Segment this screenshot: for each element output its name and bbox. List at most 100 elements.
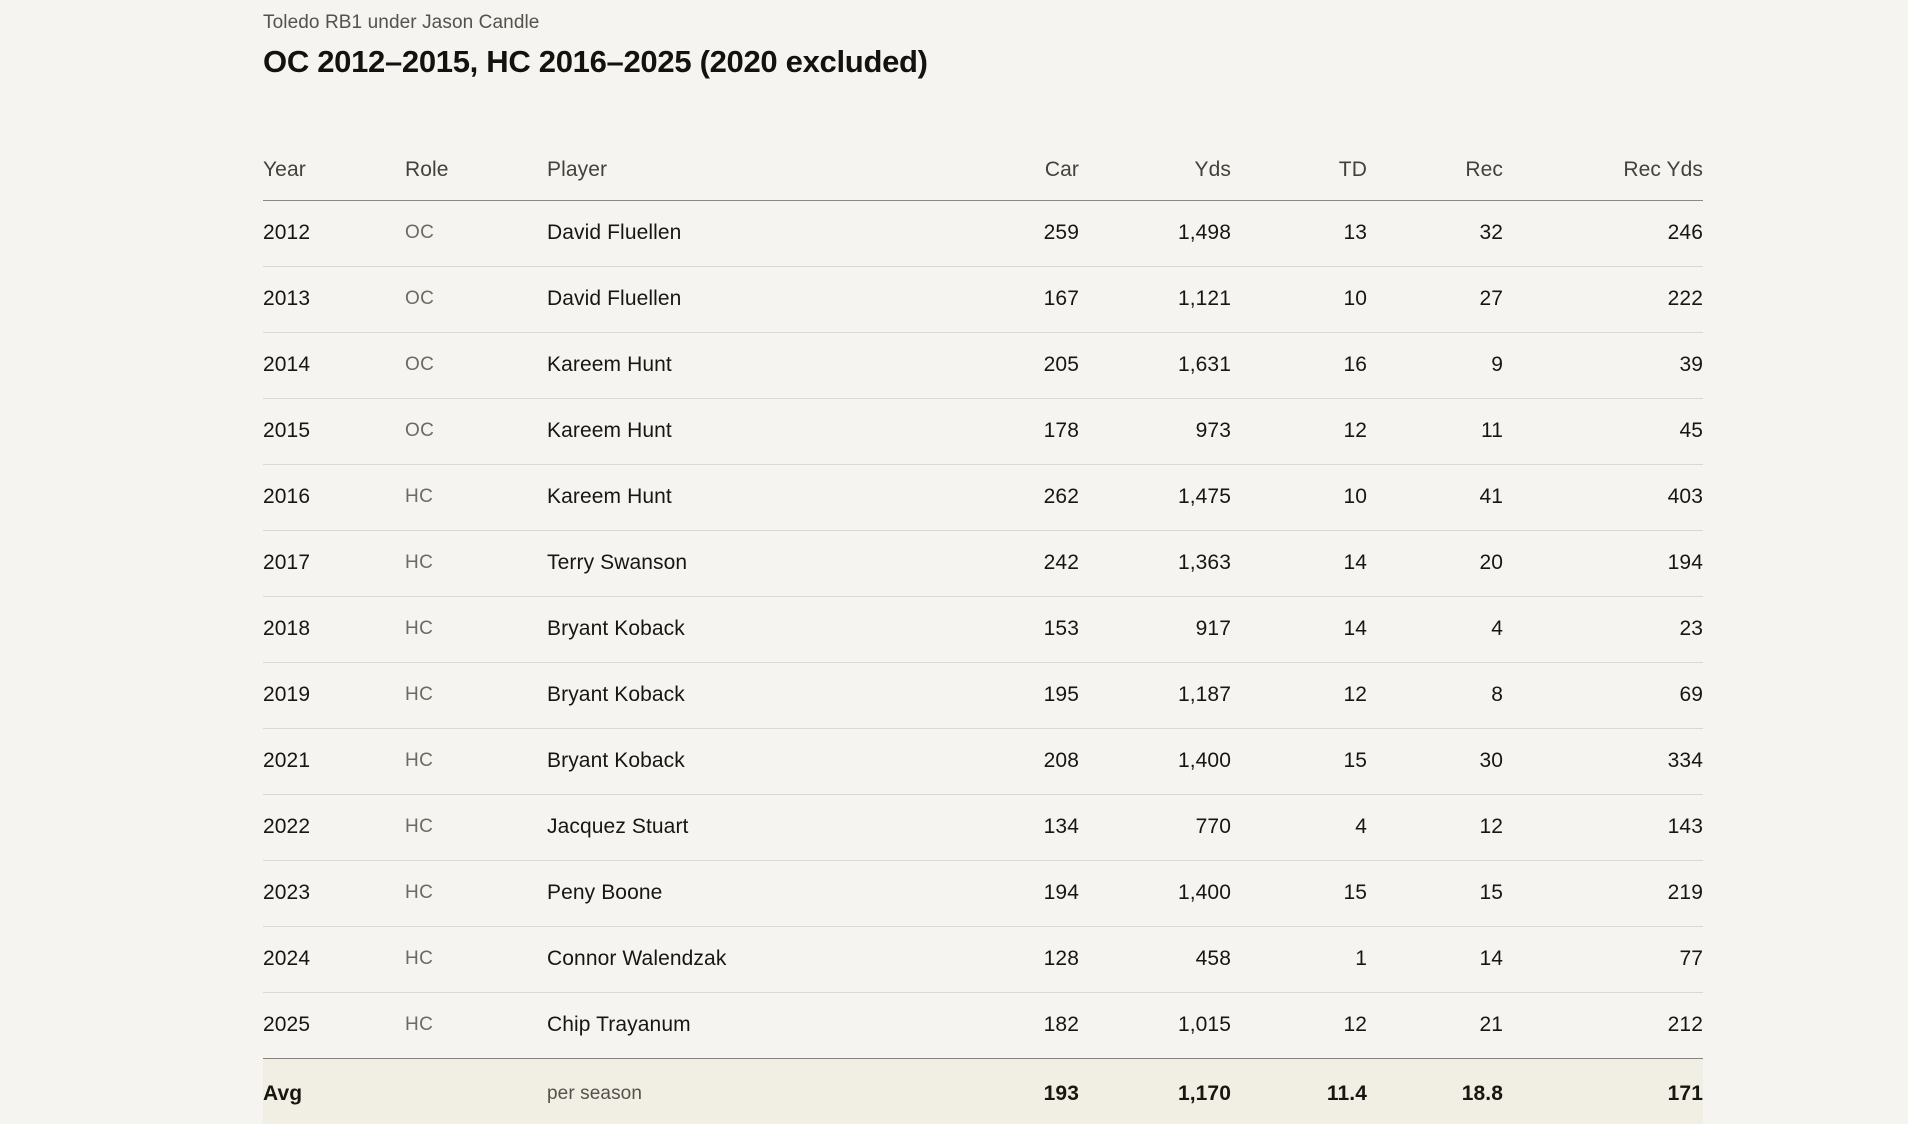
cell-role: OC [405, 200, 547, 267]
column-header-car: Car [918, 126, 1079, 201]
table-row: 2012 OC David Fluellen 259 1,498 13 32 2… [263, 200, 1703, 267]
table-row: 2021 HC Bryant Koback 208 1,400 15 30 33… [263, 728, 1703, 795]
cell-role: HC [405, 728, 547, 795]
cell-car: 242 [918, 530, 1079, 597]
cell-rec-yds: 23 [1503, 596, 1703, 663]
cell-yds: 1,498 [1079, 200, 1231, 267]
cell-player: David Fluellen [547, 266, 918, 333]
cell-td: 13 [1231, 200, 1367, 267]
cell-avg-car: 193 [918, 1058, 1079, 1124]
cell-rec-yds: 45 [1503, 398, 1703, 465]
table-row: 2024 HC Connor Walendzak 128 458 1 14 77 [263, 926, 1703, 993]
table-row: 2022 HC Jacquez Stuart 134 770 4 12 143 [263, 794, 1703, 861]
page-subtitle: Toledo RB1 under Jason Candle [263, 12, 540, 33]
cell-role: OC [405, 398, 547, 465]
cell-player: Bryant Koback [547, 662, 918, 729]
cell-car: 167 [918, 266, 1079, 333]
cell-yds: 1,187 [1079, 662, 1231, 729]
cell-td: 12 [1231, 662, 1367, 729]
cell-player: Kareem Hunt [547, 332, 918, 399]
cell-yds: 1,400 [1079, 728, 1231, 795]
cell-rec-yds: 212 [1503, 992, 1703, 1059]
cell-td: 14 [1231, 596, 1367, 663]
cell-player: Peny Boone [547, 860, 918, 927]
cell-rec-yds: 246 [1503, 200, 1703, 267]
cell-yds: 1,475 [1079, 464, 1231, 531]
table-row: 2016 HC Kareem Hunt 262 1,475 10 41 403 [263, 464, 1703, 531]
column-header-player: Player [547, 126, 918, 201]
cell-yds: 1,400 [1079, 860, 1231, 927]
cell-year: 2015 [263, 398, 405, 465]
cell-role: HC [405, 596, 547, 663]
cell-year: 2018 [263, 596, 405, 663]
cell-role: HC [405, 860, 547, 927]
cell-rec-yds: 219 [1503, 860, 1703, 927]
cell-avg-note: per season [547, 1058, 918, 1124]
cell-player: Jacquez Stuart [547, 794, 918, 861]
cell-td: 14 [1231, 530, 1367, 597]
cell-year: 2023 [263, 860, 405, 927]
cell-td: 12 [1231, 992, 1367, 1059]
stats-table: Year Role Player Car Yds TD Rec Rec Yds … [263, 126, 1703, 1124]
cell-year: 2016 [263, 464, 405, 531]
column-header-rec: Rec [1367, 126, 1503, 201]
cell-car: 208 [918, 728, 1079, 795]
table-row: 2013 OC David Fluellen 167 1,121 10 27 2… [263, 266, 1703, 333]
cell-role: HC [405, 926, 547, 993]
average-row: Avg per season 193 1,170 11.4 18.8 171 [263, 1058, 1703, 1124]
cell-rec: 30 [1367, 728, 1503, 795]
cell-td: 4 [1231, 794, 1367, 861]
cell-rec-yds: 403 [1503, 464, 1703, 531]
cell-yds: 1,363 [1079, 530, 1231, 597]
cell-car: 178 [918, 398, 1079, 465]
cell-td: 15 [1231, 860, 1367, 927]
cell-car: 259 [918, 200, 1079, 267]
table-row: 2014 OC Kareem Hunt 205 1,631 16 9 39 [263, 332, 1703, 399]
cell-rec: 27 [1367, 266, 1503, 333]
cell-year: 2019 [263, 662, 405, 729]
cell-year: 2022 [263, 794, 405, 861]
column-header-yds: Yds [1079, 126, 1231, 201]
cell-td: 16 [1231, 332, 1367, 399]
column-header-role: Role [405, 126, 547, 201]
cell-year: 2025 [263, 992, 405, 1059]
cell-car: 153 [918, 596, 1079, 663]
table-row: 2015 OC Kareem Hunt 178 973 12 11 45 [263, 398, 1703, 465]
cell-year: 2013 [263, 266, 405, 333]
cell-rec: 41 [1367, 464, 1503, 531]
table-row: 2025 HC Chip Trayanum 182 1,015 12 21 21… [263, 992, 1703, 1059]
table-row: 2018 HC Bryant Koback 153 917 14 4 23 [263, 596, 1703, 663]
cell-td: 10 [1231, 464, 1367, 531]
cell-yds: 1,015 [1079, 992, 1231, 1059]
column-header-year: Year [263, 126, 405, 201]
cell-car: 262 [918, 464, 1079, 531]
cell-rec: 21 [1367, 992, 1503, 1059]
table-row: 2019 HC Bryant Koback 195 1,187 12 8 69 [263, 662, 1703, 729]
cell-year: 2012 [263, 200, 405, 267]
column-header-rec-yds: Rec Yds [1503, 126, 1703, 201]
cell-rec-yds: 222 [1503, 266, 1703, 333]
cell-yds: 1,631 [1079, 332, 1231, 399]
cell-yds: 458 [1079, 926, 1231, 993]
cell-rec: 14 [1367, 926, 1503, 993]
cell-rec: 12 [1367, 794, 1503, 861]
cell-year: 2014 [263, 332, 405, 399]
cell-yds: 770 [1079, 794, 1231, 861]
cell-avg-label: Avg [263, 1058, 405, 1124]
cell-avg-rec: 18.8 [1367, 1058, 1503, 1124]
page-content: Toledo RB1 under Jason Candle OC 2012–20… [263, 0, 1703, 1124]
cell-avg-yds: 1,170 [1079, 1058, 1231, 1124]
cell-yds: 973 [1079, 398, 1231, 465]
table-row: 2017 HC Terry Swanson 242 1,363 14 20 19… [263, 530, 1703, 597]
cell-year: 2021 [263, 728, 405, 795]
cell-rec: 8 [1367, 662, 1503, 729]
table-row: 2023 HC Peny Boone 194 1,400 15 15 219 [263, 860, 1703, 927]
cell-rec: 9 [1367, 332, 1503, 399]
cell-role: OC [405, 332, 547, 399]
column-header-td: TD [1231, 126, 1367, 201]
cell-car: 134 [918, 794, 1079, 861]
cell-car: 194 [918, 860, 1079, 927]
cell-role: OC [405, 266, 547, 333]
cell-yds: 1,121 [1079, 266, 1231, 333]
cell-rec: 20 [1367, 530, 1503, 597]
